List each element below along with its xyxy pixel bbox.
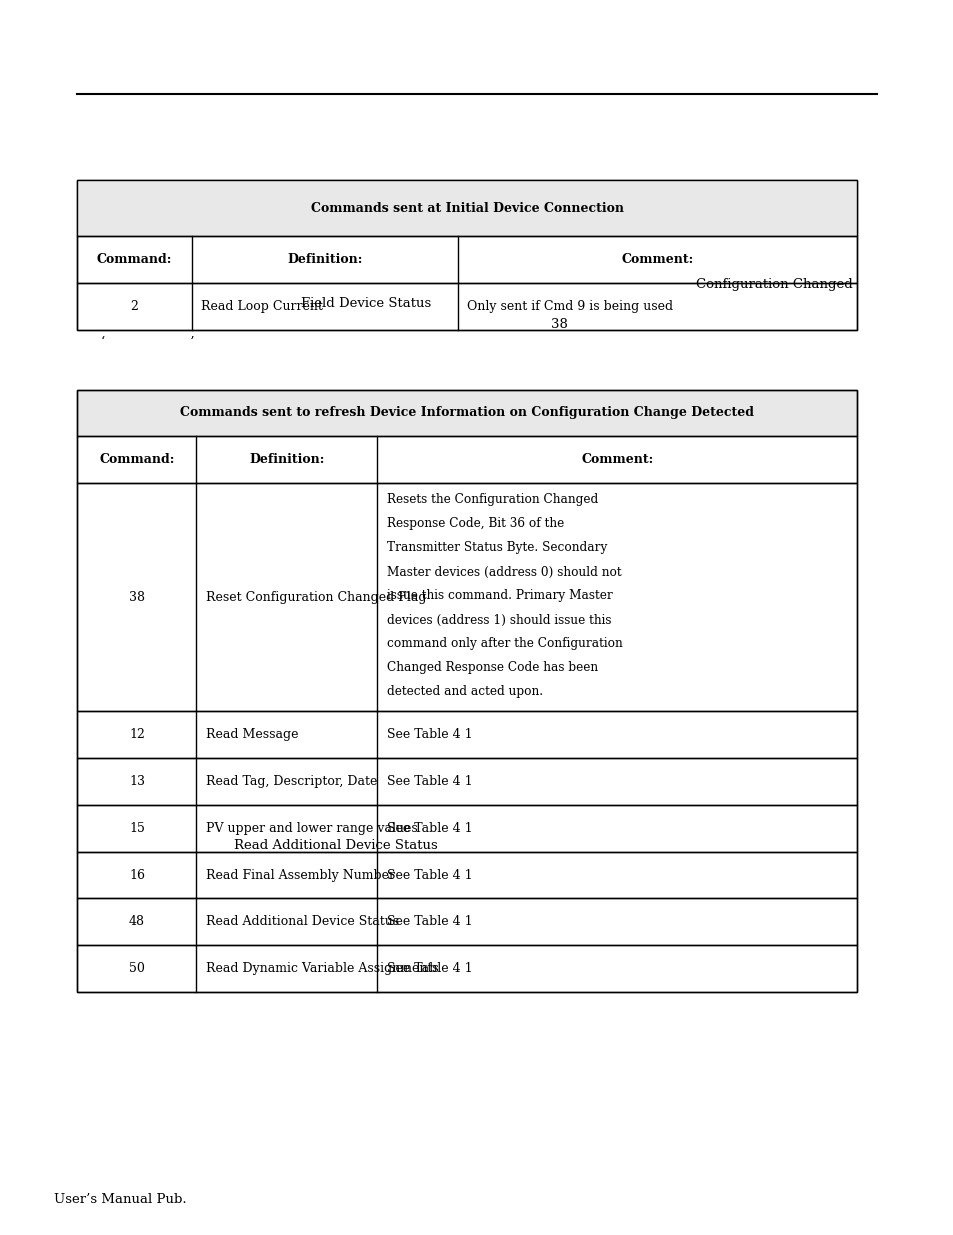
Text: Definition:: Definition: — [249, 453, 324, 467]
Text: Master devices (address 0) should not: Master devices (address 0) should not — [386, 566, 620, 578]
Text: Command:: Command: — [97, 253, 172, 267]
Text: 15: 15 — [129, 821, 145, 835]
Text: 38: 38 — [129, 590, 145, 604]
Text: issue this command. Primary Master: issue this command. Primary Master — [386, 589, 612, 603]
Bar — [77, 180, 857, 330]
Text: See Table 4 1: See Table 4 1 — [386, 774, 472, 788]
Text: 12: 12 — [129, 729, 145, 741]
Text: Changed Response Code has been: Changed Response Code has been — [386, 662, 598, 674]
Text: 2: 2 — [131, 300, 138, 312]
Text: Read Tag, Descriptor, Date: Read Tag, Descriptor, Date — [206, 774, 376, 788]
Text: Read Message: Read Message — [206, 729, 298, 741]
Text: detected and acted upon.: detected and acted upon. — [386, 685, 542, 699]
Text: Read Loop Current: Read Loop Current — [201, 300, 323, 312]
Text: 16: 16 — [129, 868, 145, 882]
Text: Read Additional Device Status: Read Additional Device Status — [206, 915, 398, 929]
Text: Commands sent at Initial Device Connection: Commands sent at Initial Device Connecti… — [311, 201, 623, 215]
Text: devices (address 1) should issue this: devices (address 1) should issue this — [386, 614, 611, 626]
Text: Transmitter Status Byte. Secondary: Transmitter Status Byte. Secondary — [386, 541, 606, 555]
Text: Read Dynamic Variable Assignments: Read Dynamic Variable Assignments — [206, 962, 438, 976]
Bar — [77, 483, 857, 711]
Text: Reset Configuration Changed Flag: Reset Configuration Changed Flag — [206, 590, 426, 604]
Text: Commands sent to refresh Device Information on Configuration Change Detected: Commands sent to refresh Device Informat… — [180, 406, 754, 420]
Text: Comment:: Comment: — [580, 453, 653, 467]
Text: Read Additional Device Status: Read Additional Device Status — [234, 839, 437, 852]
Text: 13: 13 — [129, 774, 145, 788]
Bar — [77, 945, 857, 992]
Text: Comment:: Comment: — [621, 253, 693, 267]
Text: See Table 4 1: See Table 4 1 — [386, 821, 472, 835]
Text: User’s Manual Pub.: User’s Manual Pub. — [53, 1193, 186, 1205]
Text: See Table 4 1: See Table 4 1 — [386, 962, 472, 976]
Text: See Table 4 1: See Table 4 1 — [386, 868, 472, 882]
Text: command only after the Configuration: command only after the Configuration — [386, 637, 621, 651]
Bar — [77, 180, 857, 236]
Bar — [77, 389, 857, 992]
Text: ‘                    ’: ‘ ’ — [101, 336, 194, 350]
Text: Definition:: Definition: — [287, 253, 362, 267]
Text: 48: 48 — [129, 915, 145, 929]
Bar — [77, 389, 857, 436]
Text: Field Device Status: Field Device Status — [301, 296, 431, 310]
Bar — [77, 283, 857, 330]
Text: Read Final Assembly Number: Read Final Assembly Number — [206, 868, 395, 882]
Text: Only sent if Cmd 9 is being used: Only sent if Cmd 9 is being used — [467, 300, 673, 312]
Text: See Table 4 1: See Table 4 1 — [386, 729, 472, 741]
Text: PV upper and lower range values: PV upper and lower range values — [206, 821, 417, 835]
Bar — [77, 711, 857, 758]
Bar — [77, 436, 857, 483]
Text: Resets the Configuration Changed: Resets the Configuration Changed — [386, 494, 598, 506]
Text: 50: 50 — [129, 962, 145, 976]
Bar — [77, 805, 857, 852]
Bar — [77, 758, 857, 805]
Bar — [77, 852, 857, 898]
Text: Command:: Command: — [99, 453, 174, 467]
Text: Response Code, Bit 36 of the: Response Code, Bit 36 of the — [386, 517, 563, 531]
Bar — [77, 236, 857, 283]
Bar — [77, 898, 857, 945]
Text: 38: 38 — [551, 317, 567, 331]
Text: Configuration Changed: Configuration Changed — [695, 278, 852, 291]
Text: See Table 4 1: See Table 4 1 — [386, 915, 472, 929]
